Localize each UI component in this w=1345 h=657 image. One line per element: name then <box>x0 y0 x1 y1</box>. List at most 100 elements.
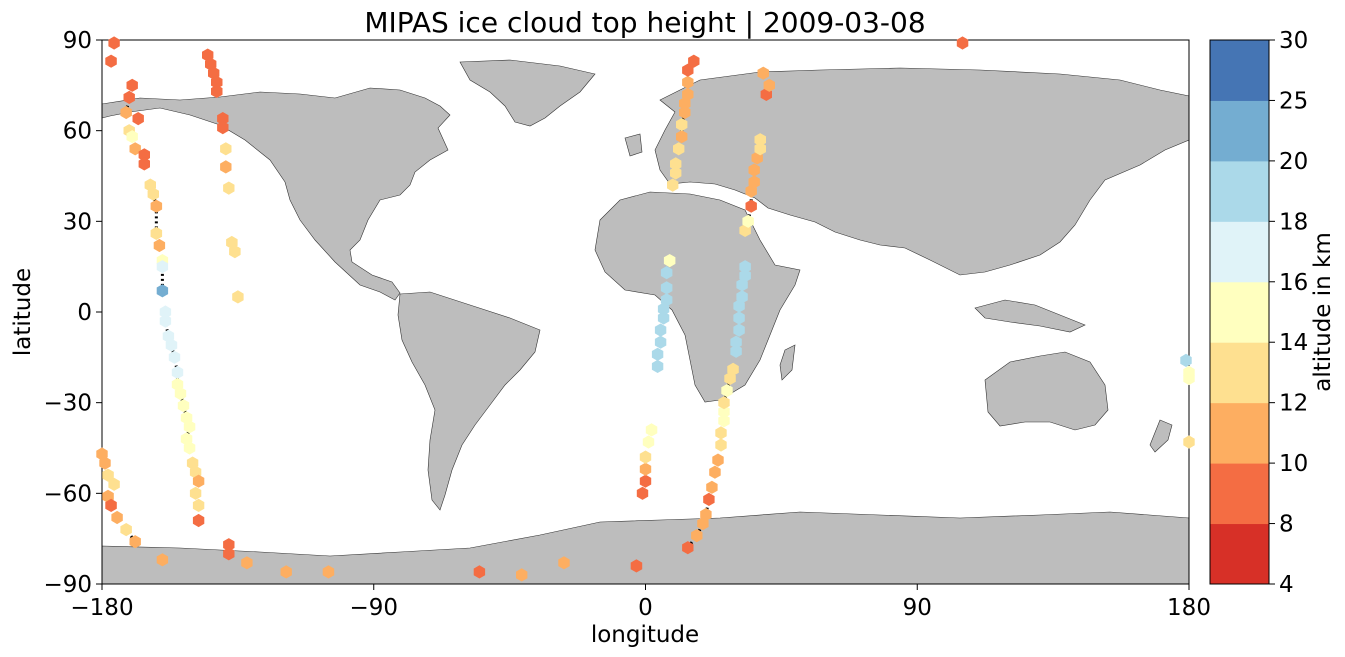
cloud-top-marker <box>223 547 235 561</box>
cloud-top-marker <box>192 474 205 488</box>
map-panel <box>96 36 1195 585</box>
cloud-top-marker <box>639 474 652 488</box>
cloud-top-marker <box>657 311 670 325</box>
cloud-top-marker <box>739 260 751 274</box>
cloud-top-marker <box>730 344 742 358</box>
cloud-top-marker <box>189 486 202 500</box>
cloud-top-marker <box>280 565 292 579</box>
land-madagascar <box>779 344 796 381</box>
cloud-top-marker <box>718 405 730 419</box>
cloud-top-marker <box>706 480 718 494</box>
cloud-top-marker <box>156 553 169 567</box>
cloud-top-marker <box>105 498 117 512</box>
y-tick-label: −30 <box>43 391 92 417</box>
cloud-top-marker <box>156 284 169 298</box>
cloud-top-marker <box>651 359 664 373</box>
cloud-top-marker <box>630 559 643 573</box>
cloud-top-marker <box>757 66 769 80</box>
cloud-top-marker <box>132 112 144 126</box>
cloud-top-marker <box>763 78 775 92</box>
y-tick-label: 30 <box>63 209 92 235</box>
colorbar-segment <box>1210 463 1269 525</box>
cloud-top-marker <box>742 214 754 228</box>
land-australia <box>984 351 1109 431</box>
cloud-top-marker <box>673 142 685 156</box>
y-tick-label: 60 <box>63 119 92 145</box>
land-uk <box>624 133 643 157</box>
colorbar-tick-label: 4 <box>1279 572 1294 598</box>
colorbar-segment <box>1210 402 1269 464</box>
cloud-top-marker <box>718 396 730 410</box>
cloud-markers <box>96 36 1195 582</box>
cloud-top-marker <box>730 335 742 349</box>
land-south-america <box>397 291 541 511</box>
x-axis-ticks: −180 −90 0 90 180 <box>70 584 1211 621</box>
cloud-top-marker <box>229 245 241 259</box>
cloud-top-marker <box>642 435 655 449</box>
colorbar: 4 8 10 12 14 16 18 20 25 30 <box>1209 28 1308 598</box>
land-eurasia <box>654 67 1190 276</box>
cloud-top-marker <box>223 538 235 552</box>
cloud-top-marker <box>183 441 196 455</box>
colorbar-tick-label: 30 <box>1279 28 1308 54</box>
cloud-top-marker <box>709 465 721 479</box>
cloud-top-marker <box>123 90 135 104</box>
cloud-top-marker <box>220 160 232 174</box>
cloud-top-marker <box>168 350 181 364</box>
cloud-top-marker <box>99 456 111 470</box>
cloud-top-marker <box>108 36 120 50</box>
cloud-top-marker <box>177 399 190 413</box>
y-axis-label: latitude <box>10 268 36 356</box>
cloud-top-marker <box>733 311 745 325</box>
cloud-top-marker <box>211 75 223 89</box>
cloud-top-marker <box>721 384 733 398</box>
cloud-top-marker <box>223 181 235 195</box>
cloud-top-marker <box>956 36 969 50</box>
cloud-top-marker <box>159 314 172 328</box>
cloud-top-marker <box>703 492 715 506</box>
cloud-top-marker <box>156 260 169 274</box>
cloud-top-marker <box>192 498 205 512</box>
land-africa <box>594 191 801 403</box>
cloud-top-marker <box>516 568 528 582</box>
cloud-top-marker <box>150 226 163 240</box>
cloud-top-marker <box>691 529 703 543</box>
cloud-top-marker <box>120 523 132 537</box>
cloud-top-marker <box>129 142 141 156</box>
cloud-top-marker <box>217 112 229 126</box>
cloud-top-marker <box>111 510 123 525</box>
land-north-america <box>101 87 451 301</box>
cloud-top-marker <box>192 513 205 528</box>
cloud-top-marker <box>636 486 649 500</box>
colorbar-segment <box>1210 100 1269 162</box>
cloud-top-marker <box>688 54 700 68</box>
cloud-top-marker <box>670 157 682 171</box>
cloud-top-marker <box>1183 371 1195 386</box>
x-tick-label: −90 <box>349 595 398 621</box>
cloud-top-marker <box>660 266 673 280</box>
cloud-top-marker <box>670 166 682 180</box>
cloud-top-marker <box>667 178 679 192</box>
colorbar-segment <box>1210 281 1269 343</box>
cloud-top-marker <box>682 75 694 89</box>
colorbar-tick-label: 12 <box>1279 391 1308 417</box>
cloud-top-marker <box>322 565 335 579</box>
cloud-top-marker <box>745 199 757 213</box>
cloud-top-marker <box>102 468 114 482</box>
cloud-top-marker <box>232 290 244 304</box>
cloud-top-marker <box>174 387 187 401</box>
cloud-top-marker <box>183 420 196 434</box>
cloud-top-marker <box>165 338 178 352</box>
colorbar-tick-label: 18 <box>1279 209 1308 235</box>
x-tick-label: 180 <box>1167 595 1211 621</box>
cloud-top-marker <box>676 130 688 144</box>
cloud-top-marker <box>682 541 694 555</box>
cloud-top-marker <box>473 565 486 579</box>
x-tick-label: 90 <box>903 595 932 621</box>
colorbar-tick-label: 8 <box>1279 512 1294 538</box>
colorbar-tick-label: 25 <box>1279 88 1308 114</box>
cloud-top-marker <box>105 54 117 68</box>
cloud-top-marker <box>679 105 691 120</box>
cloud-top-marker <box>654 335 667 349</box>
